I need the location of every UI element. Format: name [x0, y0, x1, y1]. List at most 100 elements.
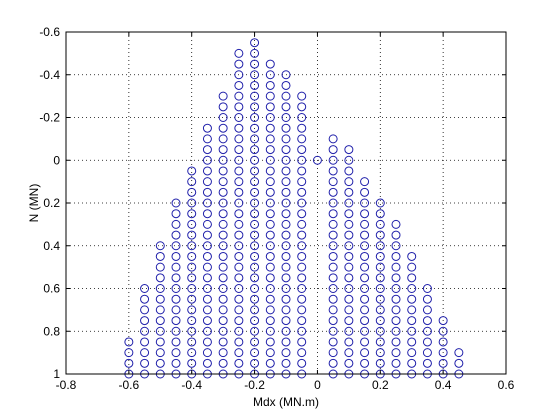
y-tick-label: 0.2: [43, 196, 60, 210]
x-tick-label: -0.8: [56, 378, 77, 392]
data-point: [234, 177, 244, 187]
x-tick-label: 0: [314, 378, 321, 392]
data-point: [140, 316, 150, 326]
data-point: [234, 262, 244, 272]
data-point: [218, 358, 228, 368]
data-point: [218, 305, 228, 315]
data-point: [391, 326, 401, 336]
data-point: [202, 241, 212, 251]
data-point: [218, 262, 228, 272]
data-point: [140, 348, 150, 358]
data-point: [344, 262, 354, 272]
data-point: [265, 209, 275, 219]
data-point: [281, 155, 291, 165]
data-point: [234, 358, 244, 368]
data-point: [202, 294, 212, 304]
data-point: [187, 284, 197, 293]
data-point: [202, 337, 212, 347]
y-tick-label: -0.2: [39, 111, 60, 125]
data-point: [281, 262, 291, 272]
data-point: [360, 294, 370, 304]
data-point: [281, 316, 291, 326]
data-point: [187, 166, 197, 176]
data-point: [234, 294, 244, 304]
data-point: [155, 294, 165, 304]
data-point: [140, 358, 150, 368]
data-point: [155, 358, 165, 368]
data-point: [328, 230, 338, 240]
data-point: [375, 284, 385, 293]
data-point: [265, 70, 275, 80]
y-tick-label: -0.4: [39, 68, 60, 82]
axis-ticks: -0.8 -0.6 -0.4 -0.2 0 0.2 0.4 0.6 -0.6 -0.4 -0.2 0 0…: [39, 25, 514, 392]
data-point: [297, 262, 307, 272]
data-point: [391, 316, 401, 326]
data-point: [375, 241, 385, 251]
data-point: [281, 123, 291, 133]
data-point: [328, 348, 338, 358]
data-point: [202, 316, 212, 326]
data-point: [124, 348, 134, 358]
data-point: [407, 273, 417, 283]
data-point: [344, 348, 354, 358]
data-point: [171, 326, 181, 336]
data-point: [250, 70, 260, 80]
data-point: [281, 284, 291, 293]
data-point: [281, 326, 291, 336]
data-point: [171, 316, 181, 326]
data-point: [250, 219, 260, 229]
data-point: [250, 187, 260, 197]
data-point: [281, 348, 291, 358]
data-point: [202, 198, 212, 208]
data-point: [281, 102, 291, 112]
data-point: [360, 177, 370, 187]
data-point: [234, 251, 244, 261]
data-point: [281, 166, 291, 176]
data-point: [265, 251, 275, 261]
data-point: [297, 209, 307, 219]
data-point: [375, 358, 385, 368]
data-point: [202, 262, 212, 272]
data-point: [407, 305, 417, 315]
data-point: [250, 337, 260, 347]
data-point: [234, 209, 244, 219]
data-point: [187, 251, 197, 261]
data-point: [407, 358, 417, 368]
data-point: [360, 209, 370, 219]
data-point: [250, 326, 260, 336]
data-point: [281, 70, 291, 80]
data-point: [375, 198, 385, 208]
data-point: [344, 326, 354, 336]
data-point: [250, 166, 260, 176]
data-point: [297, 166, 307, 176]
data-point: [187, 177, 197, 187]
data-point: [202, 155, 212, 165]
data-point: [344, 198, 354, 208]
data-point: [375, 348, 385, 358]
data-point: [265, 166, 275, 176]
data-point: [218, 273, 228, 283]
data-point: [297, 187, 307, 197]
data-point: [265, 316, 275, 326]
data-point: [297, 326, 307, 336]
data-point: [297, 316, 307, 326]
data-point: [250, 284, 260, 293]
data-point: [234, 70, 244, 80]
data-point: [454, 358, 464, 368]
data-point: [250, 177, 260, 187]
data-point: [407, 284, 417, 293]
x-tick-label: -0.2: [244, 378, 265, 392]
data-point: [281, 113, 291, 122]
data-point: [360, 241, 370, 251]
data-point: [250, 348, 260, 358]
data-point: [202, 251, 212, 261]
data-points: [124, 38, 464, 379]
data-point: [265, 177, 275, 187]
data-point: [422, 326, 432, 336]
data-point: [391, 241, 401, 251]
data-point: [250, 316, 260, 326]
data-point: [328, 273, 338, 283]
data-point: [407, 337, 417, 347]
data-point: [218, 155, 228, 165]
data-point: [391, 337, 401, 347]
